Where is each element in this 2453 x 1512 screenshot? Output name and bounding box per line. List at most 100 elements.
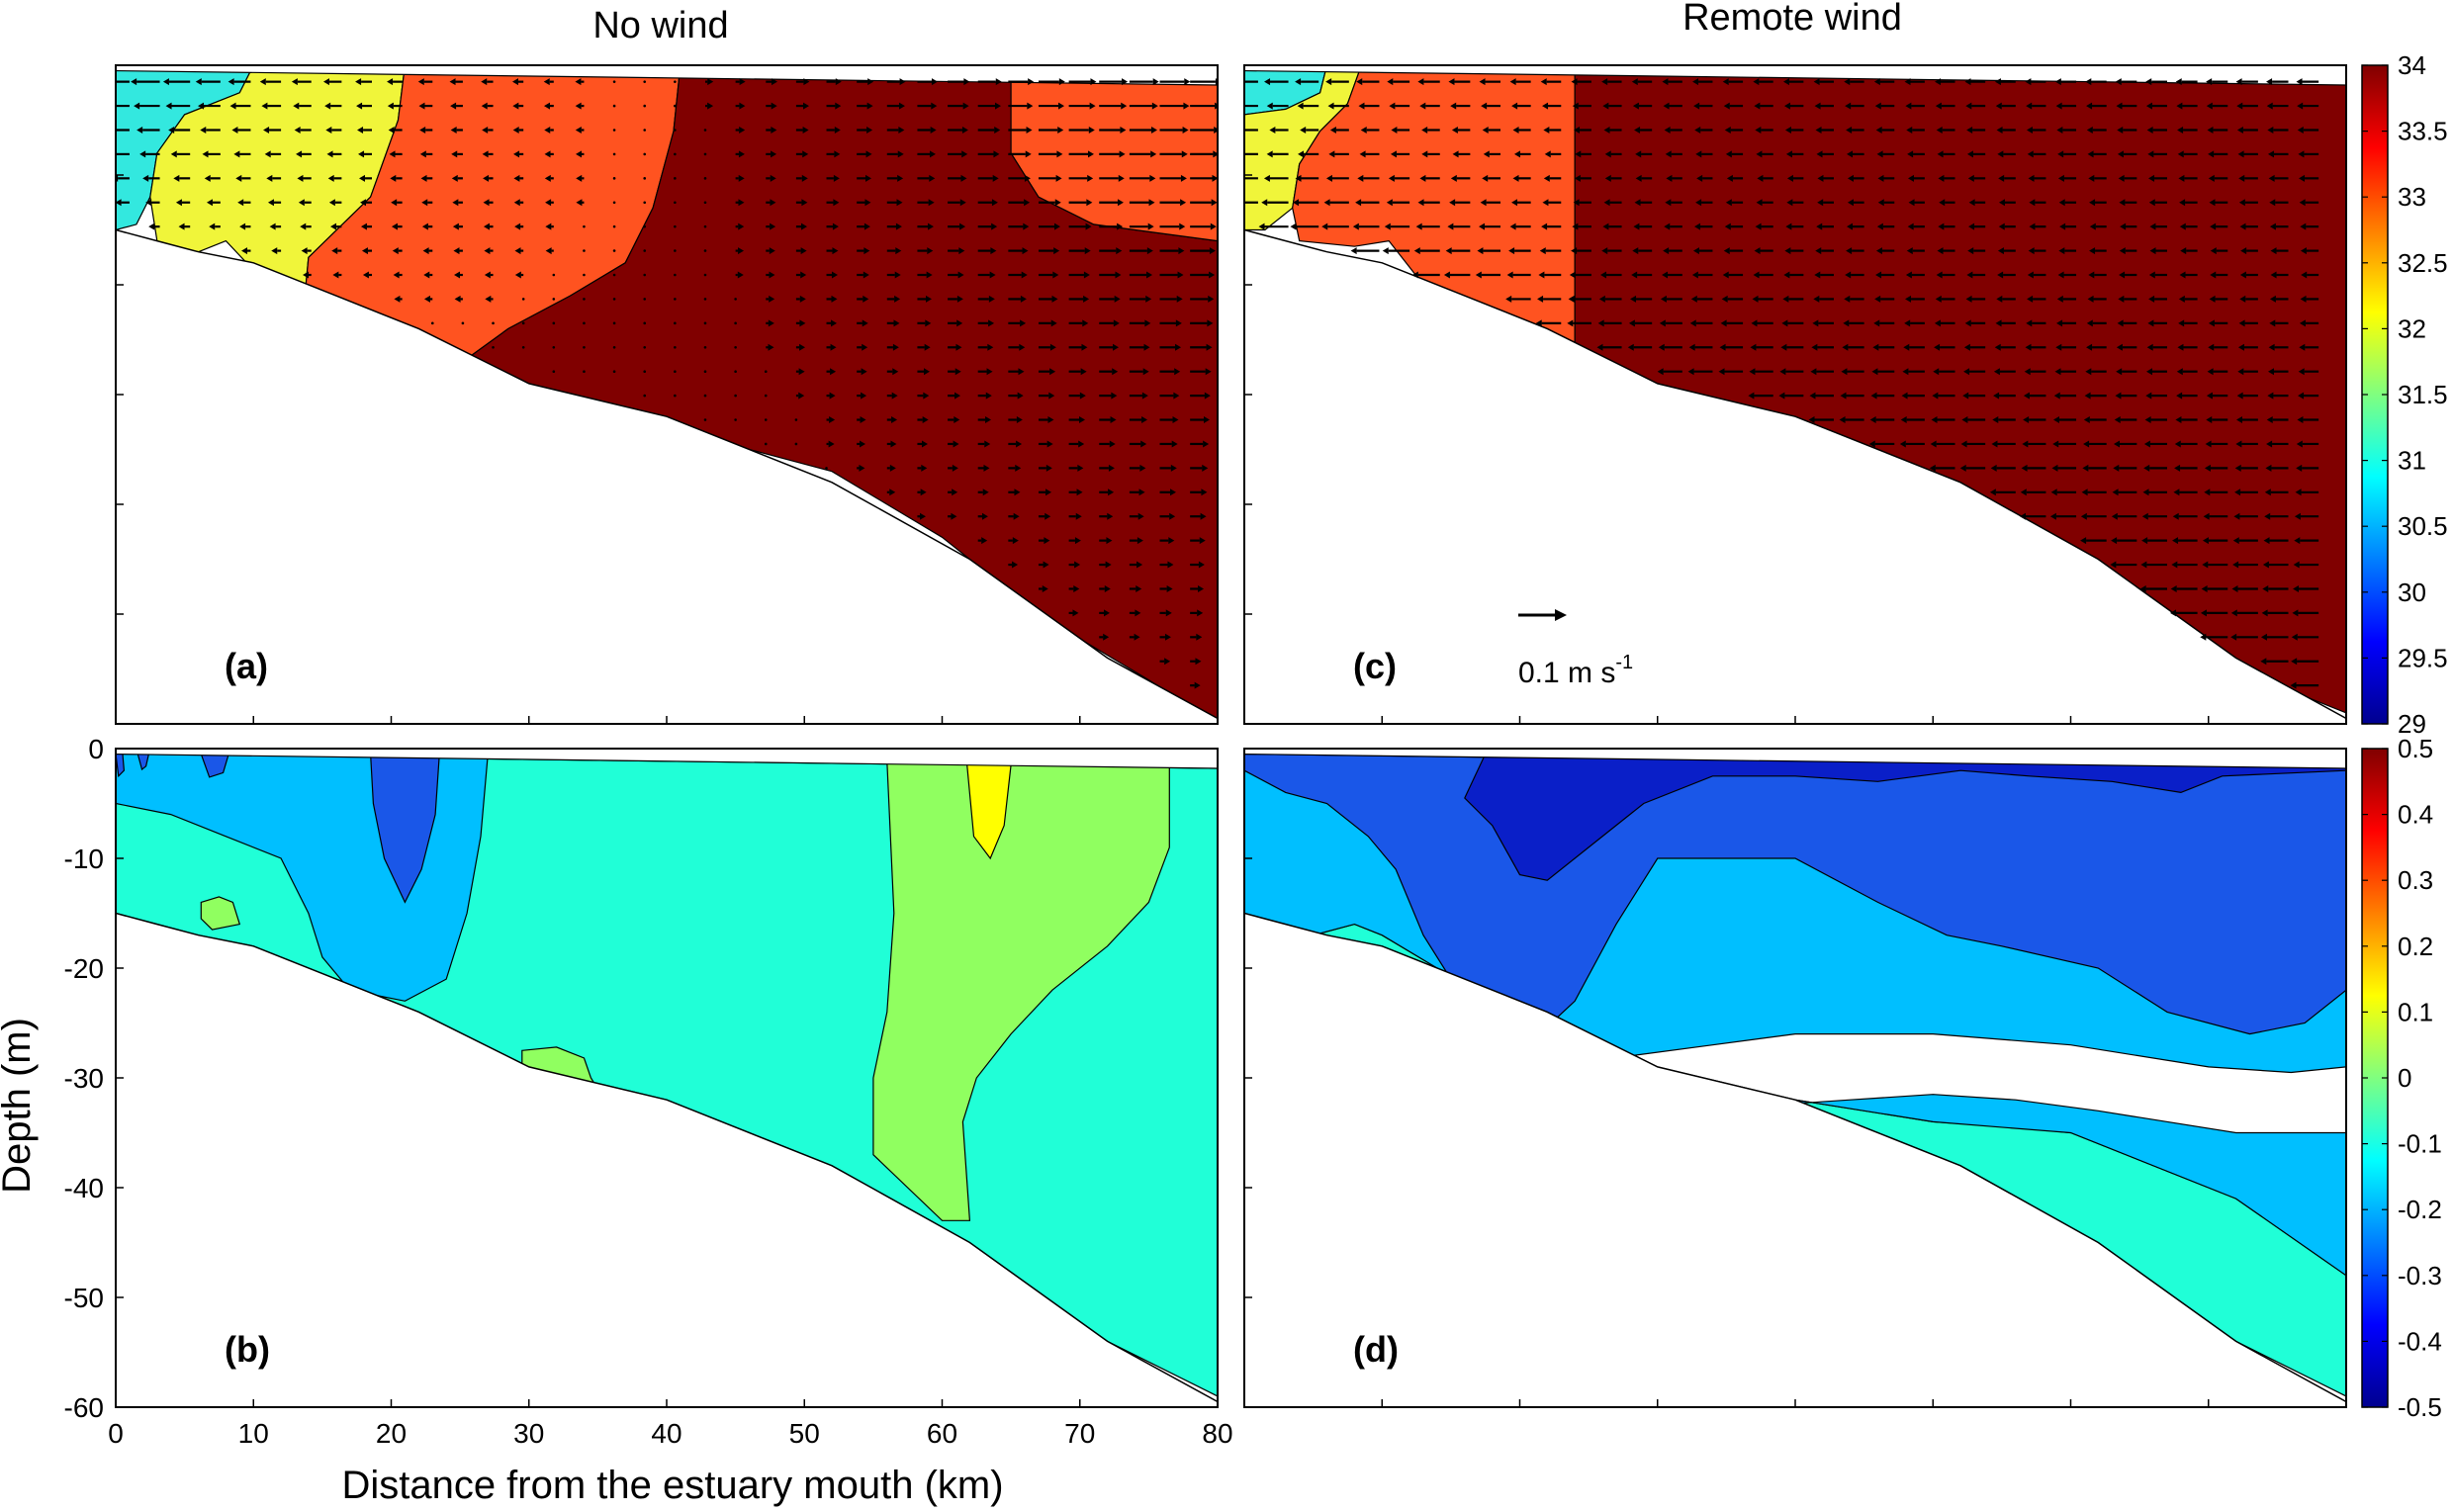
colorbar-tick-label: -0.3: [2398, 1261, 2442, 1290]
velocity-vector-head: [1147, 222, 1154, 230]
velocity-vector-head: [2172, 537, 2179, 545]
velocity-vector-head: [1938, 222, 1945, 230]
velocity-vector-head: [1627, 343, 1634, 351]
velocity-vector-head: [483, 174, 490, 182]
velocity-vector-head: [1872, 343, 1879, 351]
velocity-vector-head: [1996, 295, 2003, 303]
velocity-vector-head: [1181, 150, 1188, 158]
velocity-vector-head: [2208, 319, 2215, 327]
velocity-vector-head: [1290, 222, 1297, 230]
velocity-vector-head: [2177, 126, 2184, 133]
velocity-vector-head: [2238, 174, 2245, 182]
velocity-vector-head: [866, 102, 873, 110]
velocity-vector-head: [1631, 271, 1638, 279]
velocity-vector-head: [2148, 174, 2155, 182]
velocity-vector-head: [359, 199, 366, 207]
velocity-vector-head: [233, 150, 240, 158]
velocity-vector-head: [962, 102, 969, 110]
velocity-vector-head: [2115, 78, 2122, 86]
velocity-vector-head: [928, 199, 935, 207]
velocity-vector-head: [1356, 78, 1363, 86]
velocity-vector: [521, 345, 525, 349]
velocity-vector-head: [930, 126, 937, 133]
velocity-vector-head: [986, 368, 993, 376]
velocity-vector: [521, 321, 525, 325]
velocity-vector-head: [1119, 150, 1126, 158]
velocity-vector-head: [1016, 440, 1023, 448]
velocity-vector-head: [2117, 126, 2124, 133]
velocity-vector-head: [2206, 102, 2213, 110]
velocity-vector-head: [2201, 584, 2208, 592]
velocity-vector-head: [927, 222, 934, 230]
velocity-vector-head: [1121, 102, 1128, 110]
velocity-vector-head: [1783, 102, 1790, 110]
velocity-vector-head: [1694, 126, 1701, 133]
velocity-vector-head: [1358, 102, 1365, 110]
velocity-vector-head: [1968, 222, 1975, 230]
velocity-vector: [492, 321, 495, 325]
velocity-vector-head: [452, 199, 459, 207]
velocity-vector-head: [1929, 464, 1936, 472]
velocity-vector: [674, 152, 677, 156]
velocity-vector-head: [897, 174, 904, 182]
velocity-vector-head: [738, 174, 745, 182]
velocity-vector-head: [1388, 174, 1395, 182]
velocity-vector-head: [2055, 102, 2062, 110]
velocity-vector-head: [544, 126, 551, 133]
velocity-vector: [583, 321, 586, 325]
velocity-vector-head: [957, 271, 964, 279]
velocity-vector-head: [1295, 78, 1302, 86]
velocity-vector-head: [865, 150, 872, 158]
velocity-vector-head: [358, 150, 365, 158]
velocity-vector-head: [2087, 150, 2094, 158]
velocity-vector-head: [2088, 271, 2095, 279]
contour-region-a-5: [1010, 65, 1218, 242]
velocity-vector-head: [1873, 78, 1880, 86]
velocity-vector-head: [922, 416, 929, 424]
velocity-vector-head: [1298, 150, 1305, 158]
velocity-vector-head: [1415, 222, 1422, 230]
velocity-vector-head: [1024, 174, 1031, 182]
velocity-vector-head: [1184, 78, 1191, 86]
velocity-vector-head: [1508, 247, 1515, 255]
velocity-vector-head: [1047, 416, 1054, 424]
velocity-vector-head: [1753, 78, 1760, 86]
velocity-vector-head: [961, 150, 968, 158]
velocity-vector-head: [861, 392, 867, 400]
velocity-vector-head: [303, 271, 310, 279]
velocity-vector-head: [1816, 222, 1823, 230]
velocity-vector-head: [229, 102, 236, 110]
velocity-vector-head: [1541, 222, 1548, 230]
velocity-vector-head: [1209, 247, 1216, 255]
velocity-vector-head: [1045, 489, 1052, 496]
velocity-vector: [552, 321, 556, 325]
velocity-vector-head: [1900, 416, 1907, 424]
velocity-vector-head: [985, 416, 992, 424]
velocity-vector-head: [1506, 271, 1513, 279]
velocity-vector-head: [956, 319, 963, 327]
velocity-vector-head: [1048, 392, 1055, 400]
velocity-vector-head: [1756, 199, 1763, 207]
velocity-vector-head: [1043, 561, 1049, 569]
velocity-vector-head: [1171, 440, 1178, 448]
velocity-vector-head: [1691, 271, 1698, 279]
velocity-vector-head: [1939, 199, 1946, 207]
surface-mask-d: [1244, 749, 2346, 768]
velocity-vector-head: [231, 126, 238, 133]
velocity-vector-head: [454, 295, 461, 303]
velocity-vector-head: [2266, 440, 2273, 448]
velocity-vector: [674, 370, 677, 373]
x-tick-label: 60: [927, 1418, 957, 1449]
velocity-vector-head: [575, 78, 582, 86]
velocity-vector-head: [768, 319, 774, 327]
velocity-vector-head: [2146, 343, 2153, 351]
velocity-vector-head: [1904, 319, 1911, 327]
velocity-vector-head: [1933, 368, 1940, 376]
velocity-vector-head: [2142, 489, 2149, 496]
x-tick-label: 40: [651, 1418, 681, 1449]
velocity-vector: [703, 298, 707, 301]
velocity-vector-head: [1055, 174, 1062, 182]
velocity-vector-head: [1025, 150, 1032, 158]
velocity-vector-head: [2176, 102, 2183, 110]
velocity-vector-head: [1229, 199, 1235, 206]
